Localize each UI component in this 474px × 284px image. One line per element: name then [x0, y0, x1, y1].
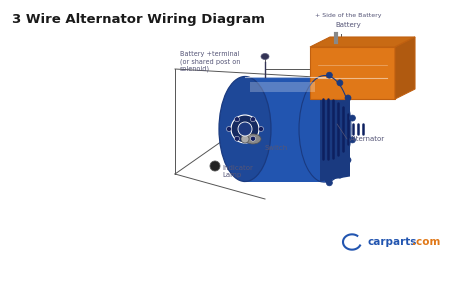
Ellipse shape	[227, 126, 231, 131]
Text: carparts: carparts	[368, 237, 418, 247]
Ellipse shape	[219, 76, 271, 181]
Ellipse shape	[250, 117, 255, 122]
Ellipse shape	[337, 80, 343, 86]
Text: Battery: Battery	[336, 22, 361, 28]
Ellipse shape	[300, 76, 350, 181]
Text: + Side of the Battery: + Side of the Battery	[316, 12, 382, 18]
Ellipse shape	[241, 135, 249, 143]
Ellipse shape	[261, 53, 269, 60]
Ellipse shape	[235, 117, 239, 122]
Ellipse shape	[337, 172, 343, 178]
Ellipse shape	[327, 180, 332, 186]
Ellipse shape	[327, 72, 332, 78]
Polygon shape	[310, 37, 415, 47]
Polygon shape	[310, 47, 395, 99]
Polygon shape	[320, 76, 350, 181]
Polygon shape	[395, 37, 415, 99]
Ellipse shape	[235, 136, 239, 141]
Ellipse shape	[258, 126, 264, 131]
Text: Battery +terminal
(or shared post on
solenoid): Battery +terminal (or shared post on sol…	[180, 51, 240, 72]
Polygon shape	[250, 82, 315, 91]
Text: Alternator: Alternator	[350, 136, 385, 142]
Text: Indicator
Lamp: Indicator Lamp	[222, 165, 253, 178]
Ellipse shape	[349, 137, 356, 143]
Text: Switch: Switch	[265, 145, 288, 151]
Ellipse shape	[238, 122, 252, 136]
Ellipse shape	[250, 136, 255, 141]
Ellipse shape	[345, 157, 351, 163]
Ellipse shape	[231, 115, 259, 143]
Ellipse shape	[345, 95, 351, 101]
Ellipse shape	[349, 115, 356, 121]
Text: .com: .com	[412, 237, 440, 247]
Ellipse shape	[210, 161, 220, 171]
Ellipse shape	[245, 134, 261, 144]
Polygon shape	[245, 76, 325, 181]
Text: 3 Wire Alternator Wiring Diagram: 3 Wire Alternator Wiring Diagram	[12, 13, 265, 26]
